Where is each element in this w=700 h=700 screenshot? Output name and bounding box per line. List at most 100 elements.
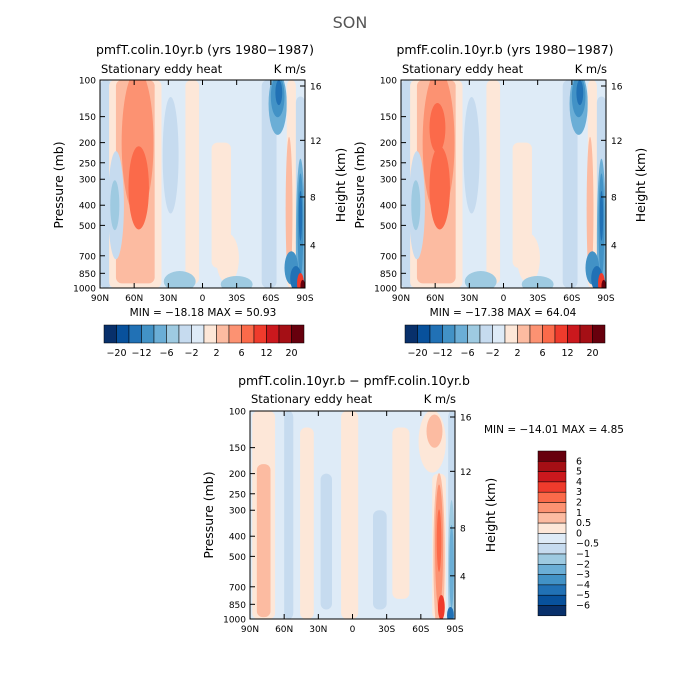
colorbar-label: 6 <box>238 348 244 359</box>
colorbar-label: 5 <box>576 467 582 478</box>
panel-1-colorbar: −20 −12 −6 −2 2 6 12 20 <box>103 324 305 359</box>
field <box>401 80 606 288</box>
colorbar-swatch <box>537 594 567 606</box>
colorbar-swatch <box>241 324 255 344</box>
colorbar-label: −12 <box>131 348 151 359</box>
field-band <box>185 80 200 285</box>
panel-2: pmfF.colin.10yr.b (yrs 1980−1987) Statio… <box>352 42 648 359</box>
field-band <box>320 473 332 610</box>
colorbar-swatch <box>203 324 217 344</box>
x-tick-label: 60N <box>125 294 143 304</box>
y-tick-right-label: 12 <box>460 468 471 478</box>
panel-2-subtitle-right: K m/s <box>575 62 607 76</box>
field-blob <box>298 190 303 241</box>
colorbar-label: −6 <box>159 348 173 359</box>
colorbar-swatch <box>479 324 493 344</box>
field-blob <box>110 180 120 231</box>
colorbar-swatch <box>537 471 567 483</box>
colorbar-swatch <box>567 324 581 344</box>
colorbar-label: −4 <box>576 580 590 591</box>
y-tick-right-label: 4 <box>310 241 316 251</box>
y-tick-label: 1000 <box>223 616 246 626</box>
panel-2-stats: MIN = −17.38 MAX = 64.04 <box>430 307 577 319</box>
y-tick-label: 300 <box>380 176 397 186</box>
colorbar-swatch <box>537 502 567 514</box>
y-tick-label: 700 <box>229 583 246 593</box>
colorbar-swatch <box>537 450 567 462</box>
field-blob <box>162 96 179 214</box>
colorbar-swatch <box>537 574 567 586</box>
colorbar-label: 2 <box>576 498 582 509</box>
colorbar-swatch <box>542 324 556 344</box>
colorbar-swatch <box>404 324 418 344</box>
panel-2-title: pmfF.colin.10yr.b (yrs 1980−1987) <box>396 42 613 57</box>
y-tick-label: 700 <box>380 252 397 262</box>
field <box>250 411 455 619</box>
x-tick-label: 60N <box>275 625 293 635</box>
colorbar-swatch <box>291 324 305 344</box>
panel-3-axes: 90N 60N 30N 0 30S 60S 90S 100 150 200 250 300 400 500… <box>223 408 472 636</box>
x-tick-label: 0 <box>501 294 507 304</box>
panel-3-stats: MIN = −14.01 MAX = 4.85 <box>484 424 624 436</box>
x-tick-label: 30N <box>460 294 478 304</box>
field-band <box>392 427 410 599</box>
y-tick-label: 100 <box>79 77 96 87</box>
colorbar-label: 0 <box>576 528 582 539</box>
field-blob <box>599 190 604 241</box>
x-tick-label: 90N <box>241 625 259 635</box>
x-tick-label: 90N <box>392 294 410 304</box>
colorbar-swatch <box>517 324 531 344</box>
field-band <box>256 464 271 618</box>
y-tick-label: 200 <box>79 139 96 149</box>
colorbar-swatch <box>537 481 567 493</box>
field-band <box>300 427 314 619</box>
colorbar-swatch <box>592 324 606 344</box>
y-tick-label: 850 <box>229 601 246 611</box>
colorbar-label: −0.5 <box>576 539 599 550</box>
colorbar-swatch <box>537 553 567 565</box>
field-band <box>341 411 359 619</box>
y-tick-label: 500 <box>79 222 96 232</box>
colorbar-swatch <box>178 324 192 344</box>
colorbar-swatch <box>128 324 142 344</box>
x-tick-label: 90S <box>597 294 614 304</box>
field-blob <box>220 275 253 288</box>
colorbar-swatch <box>103 324 117 344</box>
colorbar-label: −5 <box>576 590 590 601</box>
y-tick-label: 100 <box>380 77 397 87</box>
y-tick-label: 1000 <box>374 285 397 295</box>
field-blob <box>449 525 454 609</box>
colorbar-swatch <box>537 533 567 544</box>
panel-1-ylabel-right: Height (km) <box>333 148 348 222</box>
colorbar-label: −1 <box>576 549 590 560</box>
colorbar-swatch <box>116 324 130 344</box>
field-band <box>284 411 294 619</box>
colorbar-swatch <box>278 324 292 344</box>
x-tick-label: 30S <box>228 294 245 304</box>
colorbar-label: 0.5 <box>576 518 591 529</box>
panel-3-ylabel: Pressure (mb) <box>201 471 216 558</box>
y-tick-right-label: 4 <box>460 572 466 582</box>
field-band <box>486 80 501 285</box>
x-tick-label: 30N <box>159 294 177 304</box>
y-tick-label: 150 <box>229 444 246 454</box>
y-tick-label: 250 <box>79 159 96 169</box>
colorbar-label: 6 <box>539 348 545 359</box>
colorbar-swatch <box>442 324 456 344</box>
panel-1-stats: MIN = −18.18 MAX = 50.93 <box>130 307 277 319</box>
x-tick-label: 90N <box>91 294 109 304</box>
colorbar-label: 12 <box>260 348 272 359</box>
panel-3-ylabel-right: Height (km) <box>483 478 498 552</box>
colorbar-swatch <box>166 324 180 344</box>
y-tick-right-label: 12 <box>310 137 321 147</box>
x-tick-label: 60S <box>262 294 279 304</box>
panel-3-plot <box>249 410 456 620</box>
x-tick-label: 30S <box>378 625 395 635</box>
colorbar-swatch <box>537 522 567 534</box>
panel-3: pmfT.colin.10yr.b − pmfF.colin.10yr.b St… <box>201 373 624 636</box>
field-band <box>261 80 277 288</box>
colorbar-swatch <box>579 324 593 344</box>
colorbar-label: 2 <box>514 348 520 359</box>
x-tick-label: 0 <box>200 294 206 304</box>
colorbar-swatch <box>537 461 567 472</box>
